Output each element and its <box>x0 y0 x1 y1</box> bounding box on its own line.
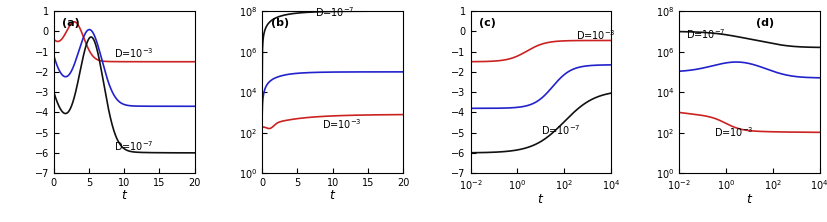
Text: D=10$^{-7}$: D=10$^{-7}$ <box>113 139 153 153</box>
Text: (b): (b) <box>270 18 289 28</box>
Text: D=10$^{-3}$: D=10$^{-3}$ <box>575 29 614 42</box>
Text: (c): (c) <box>479 18 495 28</box>
X-axis label: $t$: $t$ <box>537 193 544 206</box>
X-axis label: $t$: $t$ <box>745 193 752 206</box>
Text: D=10$^{-3}$: D=10$^{-3}$ <box>113 46 153 60</box>
Text: D=10$^{-3}$: D=10$^{-3}$ <box>713 125 753 139</box>
Text: (d): (d) <box>755 18 773 28</box>
Text: D=10$^{-7}$: D=10$^{-7}$ <box>314 5 354 19</box>
X-axis label: $t$: $t$ <box>121 189 127 202</box>
Text: (a): (a) <box>62 18 80 28</box>
Text: D=10$^{-7}$: D=10$^{-7}$ <box>540 123 580 137</box>
Text: D=10$^{-7}$: D=10$^{-7}$ <box>685 28 724 42</box>
Text: D=10$^{-3}$: D=10$^{-3}$ <box>322 117 361 131</box>
X-axis label: $t$: $t$ <box>328 189 336 202</box>
